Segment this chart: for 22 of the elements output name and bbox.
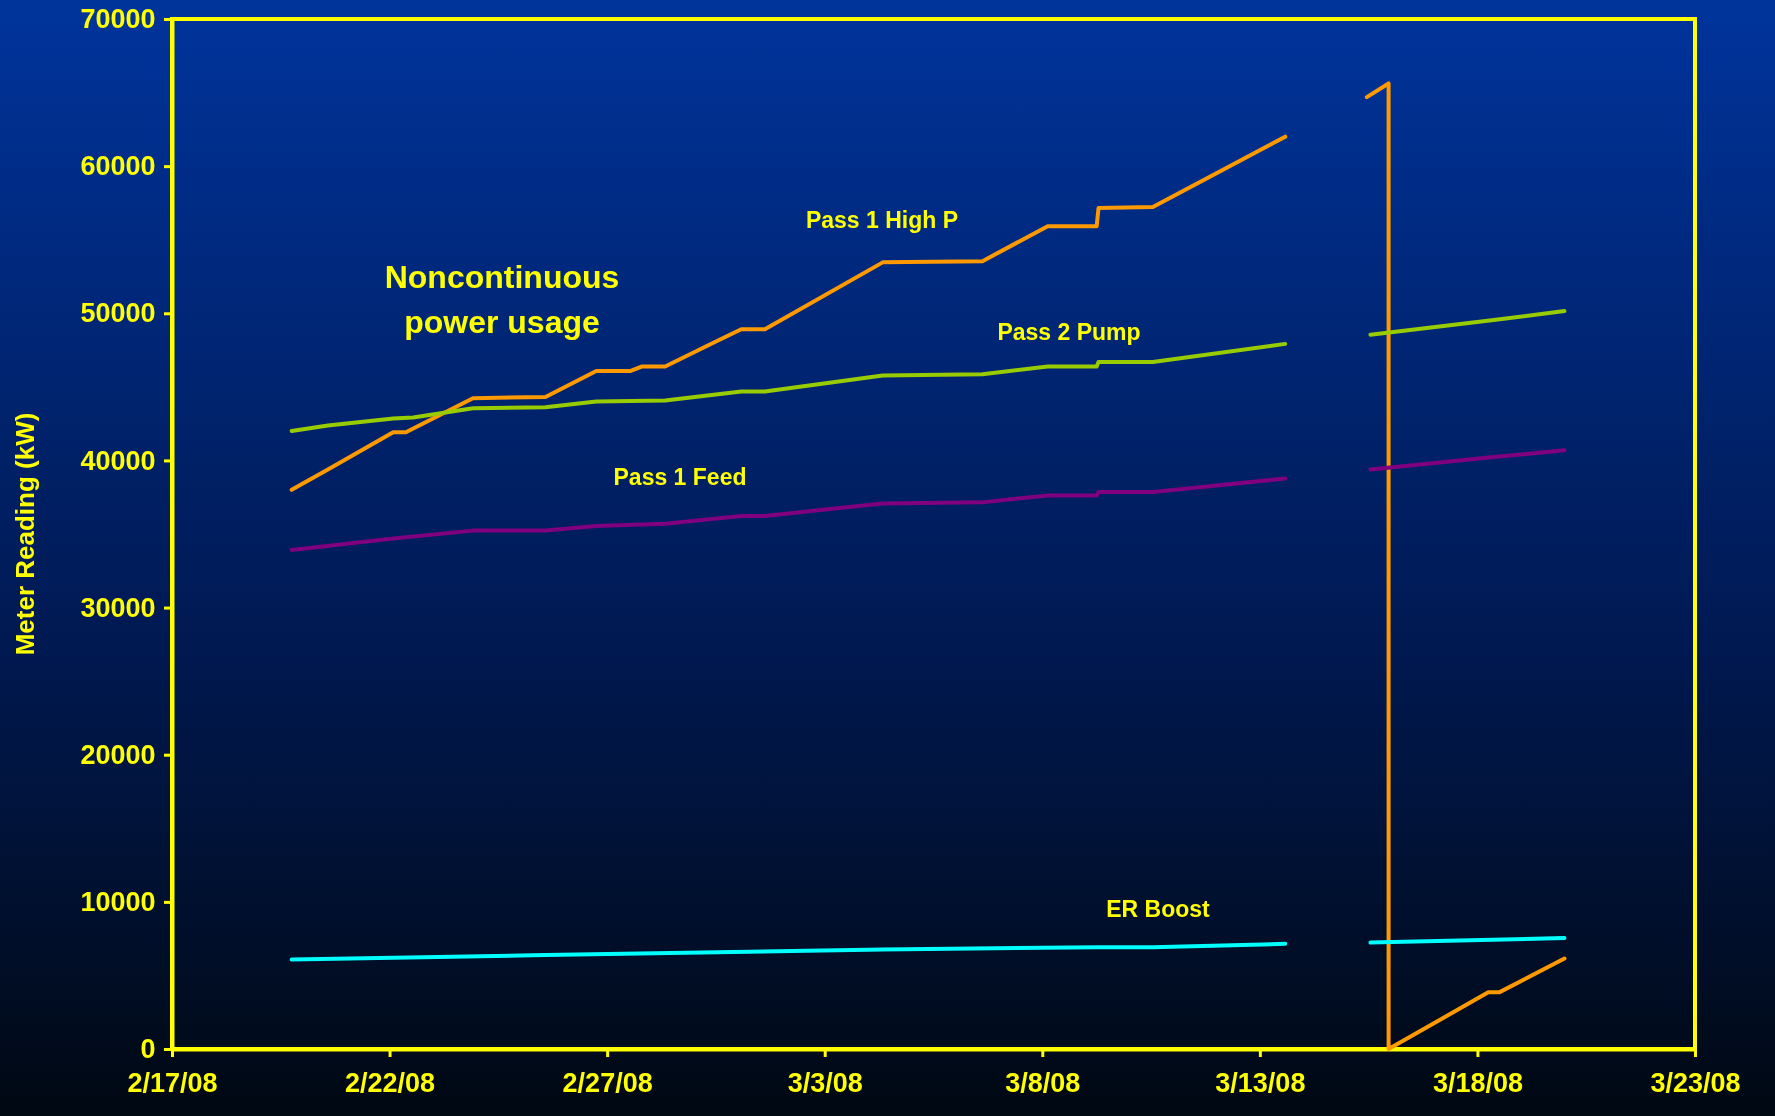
y-tick-label: 50000 [80, 298, 156, 329]
annotation: Noncontinuous power usage [384, 259, 620, 340]
y-tick-label: 70000 [80, 4, 156, 35]
series-label: Pass 2 Pump [997, 319, 1141, 345]
y-tick-label: 30000 [80, 592, 156, 623]
y-tick-label: 10000 [80, 887, 156, 917]
x-tick-label: 2/17/08 [127, 1068, 218, 1099]
y-tick-label: 0 [140, 1034, 156, 1065]
series-label: ER Boost [1106, 896, 1211, 922]
x-tick-label: 3/23/08 [1650, 1068, 1741, 1099]
x-tick-label: 2/27/08 [562, 1068, 653, 1099]
x-tick-label: 3/18/08 [1432, 1068, 1523, 1099]
x-tick-label: 3/13/08 [1215, 1068, 1306, 1099]
x-tick-label: 3/8/08 [1005, 1068, 1081, 1099]
x-tick-label: 2/22/08 [345, 1068, 436, 1099]
y-tick-label: 60000 [80, 151, 156, 182]
x-tick-label: 3/3/08 [787, 1068, 863, 1099]
y-axis-title: Meter Reading (kW) [10, 412, 40, 656]
series-label: Pass 1 High P [805, 207, 959, 233]
y-tick-label: 40000 [80, 445, 156, 476]
series-label: Pass 1 Feed [613, 464, 747, 490]
y-tick-label: 20000 [80, 739, 156, 770]
